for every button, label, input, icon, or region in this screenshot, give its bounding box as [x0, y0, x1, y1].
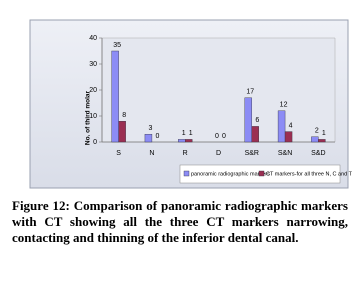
- x-tick-label: D: [216, 150, 221, 157]
- x-tick-label: S&N: [278, 150, 292, 157]
- data-label: 35: [113, 42, 121, 49]
- x-tick-label: S&R: [245, 150, 259, 157]
- legend-label: CT markers-for all three N, C and T: [266, 171, 353, 177]
- data-label: 1: [189, 130, 193, 137]
- y-tick-label: 0: [93, 139, 97, 146]
- data-label: 4: [289, 122, 293, 129]
- bar: [185, 139, 193, 143]
- bar: [144, 133, 153, 143]
- y-tick-label: 40: [89, 35, 97, 42]
- legend-swatch: [183, 170, 190, 177]
- data-label: 1: [182, 130, 186, 137]
- y-tick-label: 20: [89, 87, 97, 94]
- y-tick-label: 10: [89, 113, 97, 120]
- data-label: 1: [322, 130, 326, 137]
- data-label: 12: [280, 102, 288, 109]
- bar: [118, 120, 126, 143]
- x-tick-label: S&D: [311, 150, 325, 157]
- plot-back: [101, 37, 336, 143]
- data-label: 8: [122, 112, 126, 119]
- y-axis-label: No. of third molar: [85, 90, 92, 145]
- bar: [178, 139, 186, 143]
- y-tick-label: 30: [89, 61, 97, 68]
- legend-label: panoramic radiographic markers: [191, 171, 270, 177]
- bar: [284, 131, 293, 143]
- bar: [111, 50, 119, 143]
- bar: [244, 97, 252, 143]
- data-label: 3: [148, 125, 152, 132]
- caption: Figure 12: Comparison of panoramic radio…: [12, 198, 348, 245]
- data-label: 2: [315, 128, 319, 135]
- bar: [318, 139, 326, 143]
- legend-swatch: [258, 170, 265, 177]
- data-label: 0: [155, 133, 159, 140]
- x-tick-label: N: [149, 150, 154, 157]
- data-label: 0: [222, 133, 226, 140]
- bar: [311, 136, 319, 143]
- data-label: 0: [215, 133, 219, 140]
- data-label: 17: [246, 89, 254, 96]
- data-label: 6: [255, 117, 259, 124]
- bar: [251, 126, 259, 143]
- x-tick-label: R: [183, 150, 188, 157]
- x-tick-label: S: [116, 150, 121, 157]
- bar: [277, 110, 286, 143]
